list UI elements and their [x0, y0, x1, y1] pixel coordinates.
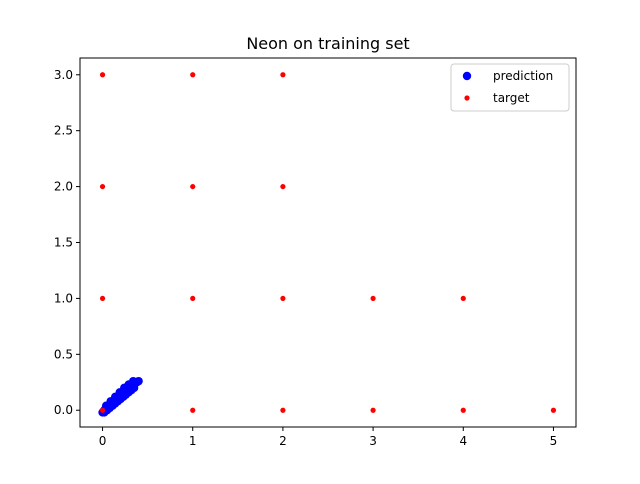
- target-point: [370, 295, 376, 302]
- y-tick-label: 2.0: [54, 180, 73, 194]
- x-tick-label: 2: [279, 434, 287, 448]
- target-point: [280, 295, 286, 302]
- legend-marker-prediction: [462, 71, 472, 81]
- plot-area: [98, 72, 557, 417]
- target-point: [460, 295, 466, 302]
- target-point: [99, 295, 106, 302]
- legend: prediction target: [450, 63, 570, 112]
- legend-label-target: target: [493, 91, 530, 105]
- x-tick-label: 5: [550, 434, 558, 448]
- x-tick-label: 3: [369, 434, 377, 448]
- x-tick-label: 1: [189, 434, 197, 448]
- x-tick-label: 4: [459, 434, 467, 448]
- target-point: [460, 407, 466, 413]
- y-tick-label: 3.0: [54, 68, 73, 82]
- legend-box: [450, 63, 570, 112]
- prediction-point: [129, 376, 138, 386]
- chart-title: Neon on training set: [246, 34, 409, 53]
- y-tick-label: 1.0: [54, 291, 73, 305]
- target-point: [280, 183, 286, 190]
- x-tick-label: 0: [99, 434, 107, 448]
- target-point: [99, 72, 106, 78]
- axes: 0 1 2 3 4 5 0.0 0.5 1.0 1.5 2.0 2.5 3.0: [54, 57, 577, 448]
- y-tick-label: 1.5: [54, 236, 73, 250]
- target-point: [99, 407, 106, 413]
- target-point: [280, 407, 286, 413]
- target-point: [190, 407, 196, 413]
- legend-marker-target: [464, 95, 470, 101]
- y-tick-label: 0.0: [54, 403, 73, 417]
- target-point: [550, 407, 557, 413]
- target-point: [370, 407, 376, 413]
- target-point: [190, 295, 196, 302]
- y-tick-label: 2.5: [54, 124, 73, 138]
- target-point: [280, 72, 286, 78]
- y-tick-label: 0.5: [54, 347, 73, 361]
- target-point: [190, 183, 196, 190]
- target-point: [190, 72, 196, 78]
- legend-label-prediction: prediction: [493, 69, 553, 83]
- target-point: [99, 183, 106, 190]
